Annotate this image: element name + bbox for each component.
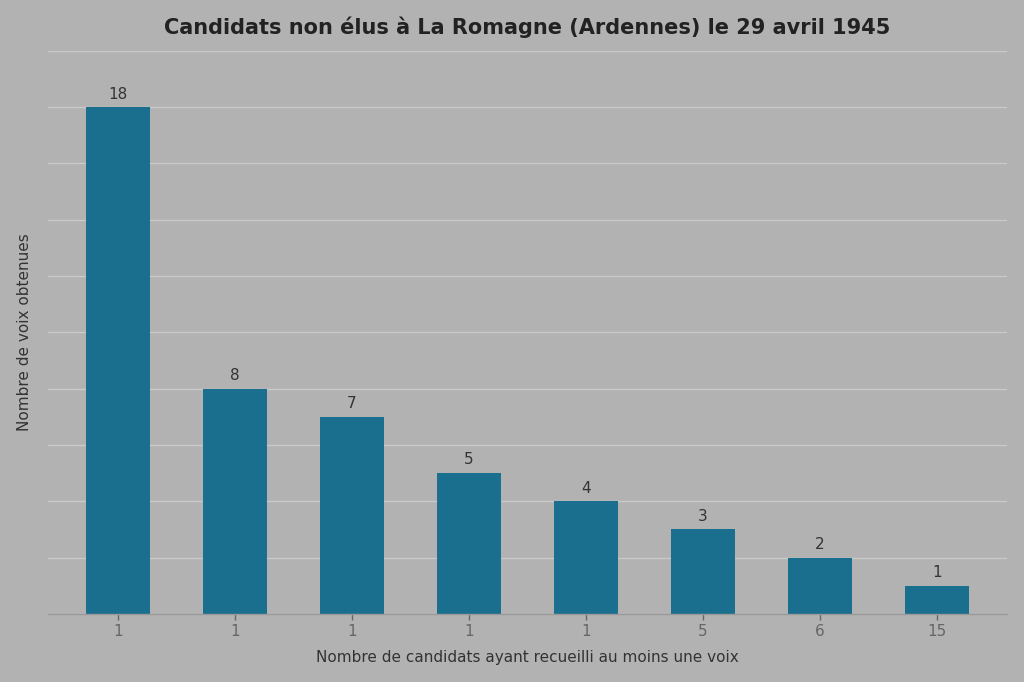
Bar <box>671 529 735 614</box>
Bar <box>905 586 970 614</box>
Bar <box>787 557 852 614</box>
Bar <box>437 473 501 614</box>
Text: 8: 8 <box>230 368 240 383</box>
Text: 18: 18 <box>109 87 127 102</box>
Bar <box>203 389 267 614</box>
Bar <box>86 107 151 614</box>
Text: 5: 5 <box>464 452 474 467</box>
X-axis label: Nombre de candidats ayant recueilli au moins une voix: Nombre de candidats ayant recueilli au m… <box>316 651 739 666</box>
Bar <box>319 417 384 614</box>
Title: Candidats non élus à La Romagne (Ardennes) le 29 avril 1945: Candidats non élus à La Romagne (Ardenne… <box>164 16 891 38</box>
Text: 7: 7 <box>347 396 356 411</box>
Text: 4: 4 <box>582 481 591 496</box>
Text: 2: 2 <box>815 537 825 552</box>
Bar <box>554 501 618 614</box>
Text: 3: 3 <box>698 509 708 524</box>
Y-axis label: Nombre de voix obtenues: Nombre de voix obtenues <box>16 233 32 431</box>
Text: 1: 1 <box>932 565 942 580</box>
